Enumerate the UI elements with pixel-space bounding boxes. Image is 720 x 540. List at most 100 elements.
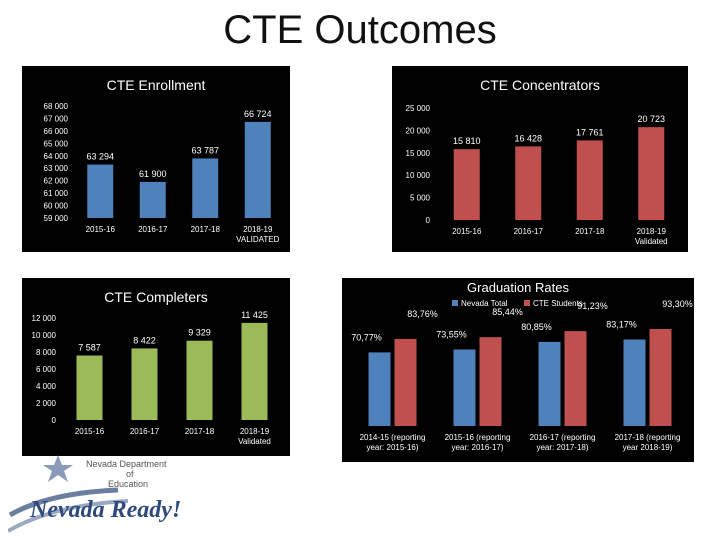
x-tick-label: 2017-18	[575, 227, 605, 236]
x-tick-label-line: Validated	[635, 237, 668, 246]
completers-chart-panel: CTE Completers 12 000 10 000 8 000 6 000 4 00…	[22, 278, 290, 456]
data-label: 93,30%	[662, 299, 693, 309]
data-label: 83,17%	[606, 320, 637, 330]
bar	[244, 121, 271, 218]
x-tick-label: 2016-17	[514, 227, 544, 236]
y-tick-label: 67 000	[44, 114, 69, 123]
bar	[538, 341, 561, 426]
x-tick-label-line: year: 2017-18)	[536, 443, 588, 452]
x-tick-label: 2016-17 (reporting year: 2017-18)	[530, 433, 596, 452]
data-label: 20 723	[637, 114, 665, 124]
chart-title: CTE Concentrators	[480, 77, 600, 93]
x-tick-label-line: 2016-17 (reporting	[530, 433, 596, 442]
logo-line-2: of	[126, 469, 134, 479]
graduation-chart-panel: Graduation Rates Nevada Total CTE Students…	[342, 278, 694, 462]
x-tick-label-line: 2018-19	[240, 427, 270, 436]
x-tick-label-line: 2015-16 (reporting	[445, 433, 511, 442]
star-icon	[43, 455, 73, 482]
data-label: 63 787	[191, 145, 219, 155]
data-label: 7 587	[78, 343, 101, 353]
x-tick-label-line: 2016-17	[514, 227, 544, 236]
x-tick-label: 2016-17	[138, 225, 168, 234]
x-tick-label: 2017-18	[191, 225, 221, 234]
bar	[87, 164, 114, 218]
bar	[394, 338, 417, 426]
data-label: 9 329	[188, 328, 211, 338]
nevada-department-logo: Nevada Department of Education Nevada Re…	[7, 455, 208, 535]
x-tick-label: 2015-16	[75, 427, 105, 436]
graduation-chart: Graduation Rates Nevada Total CTE Students…	[351, 280, 693, 452]
data-label: 80,85%	[521, 322, 552, 332]
x-tick-label: 2017-18	[185, 427, 215, 436]
x-tick-label-line: 2017-18 (reporting	[615, 433, 681, 442]
bar	[515, 146, 542, 220]
logo-wordmark: Nevada Ready!	[29, 497, 181, 523]
y-tick-label: 25 000	[406, 104, 431, 113]
logo-line-1: Nevada Department	[86, 459, 167, 469]
bar	[192, 158, 219, 218]
bar	[564, 331, 587, 426]
x-tick-label-line: 2015-16	[75, 427, 105, 436]
data-label: 70,77%	[351, 332, 382, 342]
x-tick-label: 2017-18 (reporting year 2018-19)	[615, 433, 681, 452]
swoosh-icon	[8, 487, 119, 518]
x-tick-label: 2015-16 (reporting year: 2016-17)	[445, 433, 511, 452]
y-tick-label: 63 000	[44, 164, 69, 173]
x-tick-label: 2018-19 Validated	[635, 227, 668, 246]
y-tick-label: 20 000	[406, 126, 431, 135]
logo-line-3: Education	[108, 479, 148, 489]
data-label: 11 425	[241, 310, 268, 320]
y-tick-label: 66 000	[44, 127, 69, 136]
legend-swatch	[524, 300, 530, 306]
legend-label: Nevada Total	[461, 299, 508, 308]
x-tick-label-line: 2015-16	[452, 227, 482, 236]
x-tick-label-line: 2014-15 (reporting	[360, 433, 426, 442]
x-tick-label-line: 2016-17	[138, 225, 168, 234]
data-label: 83,76%	[407, 309, 438, 319]
y-tick-label: 2 000	[36, 399, 57, 408]
concentrators-chart-panel: CTE Concentrators 25 000 20 000 15 000 10 00…	[392, 66, 688, 252]
y-tick-label: 4 000	[36, 382, 57, 391]
y-tick-label: 0	[426, 216, 431, 225]
data-label: 8 422	[133, 335, 156, 345]
bar	[576, 140, 603, 220]
data-label: 63 294	[86, 152, 114, 162]
legend-swatch	[452, 300, 458, 306]
bar	[186, 340, 213, 420]
x-tick-label: 2016-17	[130, 427, 160, 436]
bar	[131, 348, 158, 420]
y-tick-label: 62 000	[44, 177, 69, 186]
x-tick-label-line: 2017-18	[191, 225, 221, 234]
x-tick-label-line: year 2018-19)	[623, 443, 673, 452]
x-tick-label-line: year: 2016-17)	[451, 443, 503, 452]
enrollment-chart-panel: CTE Enrollment 68 000 67 000 66 000 65 000 64…	[22, 66, 290, 252]
bar	[368, 352, 391, 426]
y-tick-label: 5 000	[410, 194, 431, 203]
bar	[241, 322, 268, 420]
x-tick-label: 2015-16	[452, 227, 482, 236]
swoosh-icon	[7, 499, 129, 533]
chart-title: CTE Enrollment	[107, 77, 206, 93]
x-tick-label-line: 2015-16	[86, 225, 116, 234]
chart-title: CTE Completers	[104, 289, 207, 305]
x-tick-label-line: 2018-19	[637, 227, 667, 236]
x-tick-label-line: year: 2015-16)	[366, 443, 418, 452]
bar	[638, 127, 665, 220]
y-tick-label: 0	[52, 416, 57, 425]
concentrators-chart: CTE Concentrators 25 000 20 000 15 000 10 00…	[406, 77, 668, 246]
y-tick-label: 59 000	[44, 214, 69, 223]
x-tick-label-line: 2018-19	[243, 225, 273, 234]
bar	[453, 149, 480, 220]
y-tick-label: 64 000	[44, 152, 69, 161]
data-label: 85,44%	[492, 307, 523, 317]
x-tick-label: 2018-19 VALIDATED	[236, 225, 279, 244]
data-label: 73,55%	[436, 330, 467, 340]
x-tick-label-line: 2017-18	[185, 427, 215, 436]
y-tick-label: 12 000	[32, 314, 57, 323]
bar	[649, 328, 672, 426]
bar	[479, 337, 502, 426]
logo-graphic: Nevada Department of Education Nevada Re…	[7, 455, 181, 533]
bar	[76, 355, 103, 420]
y-tick-label: 10 000	[32, 331, 57, 340]
bar	[139, 181, 166, 218]
